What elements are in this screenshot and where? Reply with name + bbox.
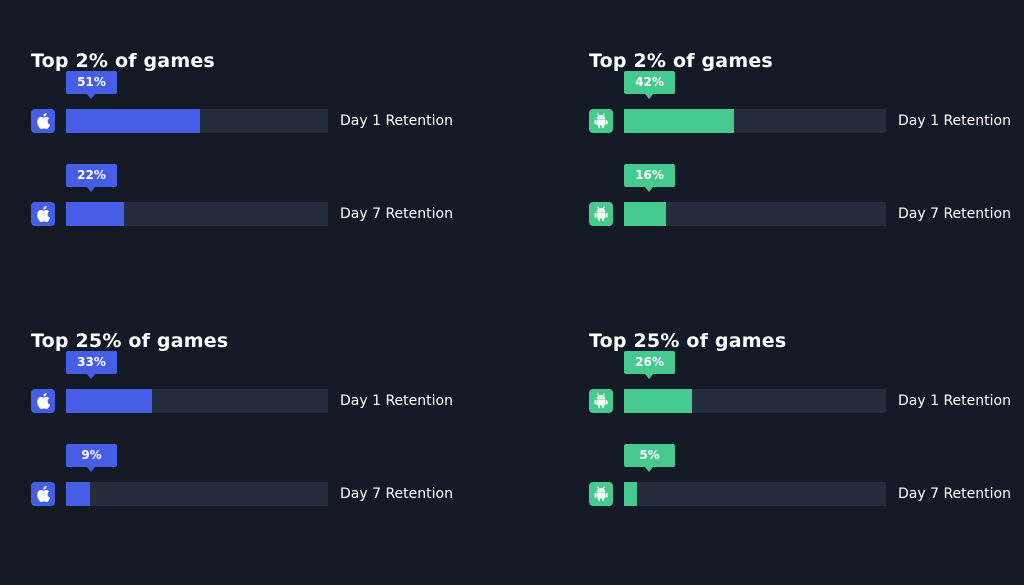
data-label: 26% bbox=[624, 351, 675, 379]
bar bbox=[66, 389, 153, 413]
bar-track bbox=[624, 202, 886, 226]
data-label: 16% bbox=[624, 164, 675, 192]
retention-chart-android-top-25-percent: Top 25% of games 26% Day 1 Retention 5% Day … bbox=[589, 280, 1024, 530]
category-label: Day 1 Retention bbox=[340, 393, 453, 409]
category-label: Day 7 Retention bbox=[898, 486, 1011, 502]
retention-chart-ios-top-2-percent: Top 2% of games 51% Day 1 Retention 22% Day … bbox=[31, 0, 511, 250]
bar bbox=[66, 202, 124, 226]
category-label: Day 1 Retention bbox=[898, 393, 1011, 409]
category-label: Day 7 Retention bbox=[898, 206, 1011, 222]
data-label: 22% bbox=[66, 164, 117, 192]
android-icon bbox=[589, 389, 613, 413]
retention-chart-android-top-2-percent: Top 2% of games 42% Day 1 Retention 16% Day … bbox=[589, 0, 1024, 250]
bar bbox=[624, 202, 666, 226]
bar bbox=[66, 482, 90, 506]
bar-row: 33% Day 1 Retention bbox=[31, 342, 511, 413]
bar-track bbox=[66, 389, 328, 413]
data-label: 51% bbox=[66, 71, 117, 99]
data-label: 33% bbox=[66, 351, 117, 379]
bar-track bbox=[624, 109, 886, 133]
bar-track bbox=[66, 109, 328, 133]
bar bbox=[624, 389, 693, 413]
android-icon bbox=[589, 202, 613, 226]
bar-row: 51% Day 1 Retention bbox=[31, 62, 511, 133]
apple-icon bbox=[31, 109, 55, 133]
android-icon bbox=[589, 482, 613, 506]
data-label: 5% bbox=[624, 444, 675, 472]
bar-track bbox=[66, 482, 328, 506]
bar bbox=[66, 109, 200, 133]
apple-icon bbox=[31, 389, 55, 413]
category-label: Day 7 Retention bbox=[340, 206, 453, 222]
category-label: Day 1 Retention bbox=[340, 113, 453, 129]
data-label: 42% bbox=[624, 71, 675, 99]
bar-row: 26% Day 1 Retention bbox=[589, 342, 1024, 413]
bar-track bbox=[624, 482, 886, 506]
bar-row: 16% Day 7 Retention bbox=[589, 155, 1024, 226]
category-label: Day 7 Retention bbox=[340, 486, 453, 502]
bar-track bbox=[66, 202, 328, 226]
bar-row: 9% Day 7 Retention bbox=[31, 435, 511, 506]
bar-row: 42% Day 1 Retention bbox=[589, 62, 1024, 133]
bar bbox=[624, 482, 638, 506]
chart-title: Top 2% of games bbox=[589, 50, 773, 72]
retention-chart-ios-top-25-percent: Top 25% of games 33% Day 1 Retention 9% Day … bbox=[31, 280, 511, 530]
bar bbox=[624, 109, 735, 133]
android-icon bbox=[589, 109, 613, 133]
chart-title: Top 2% of games bbox=[31, 50, 215, 72]
apple-icon bbox=[31, 202, 55, 226]
chart-title: Top 25% of games bbox=[31, 330, 229, 352]
data-label: 9% bbox=[66, 444, 117, 472]
bar-row: 5% Day 7 Retention bbox=[589, 435, 1024, 506]
bar-row: 22% Day 7 Retention bbox=[31, 155, 511, 226]
category-label: Day 1 Retention bbox=[898, 113, 1011, 129]
apple-icon bbox=[31, 482, 55, 506]
bar-track bbox=[624, 389, 886, 413]
chart-title: Top 25% of games bbox=[589, 330, 787, 352]
